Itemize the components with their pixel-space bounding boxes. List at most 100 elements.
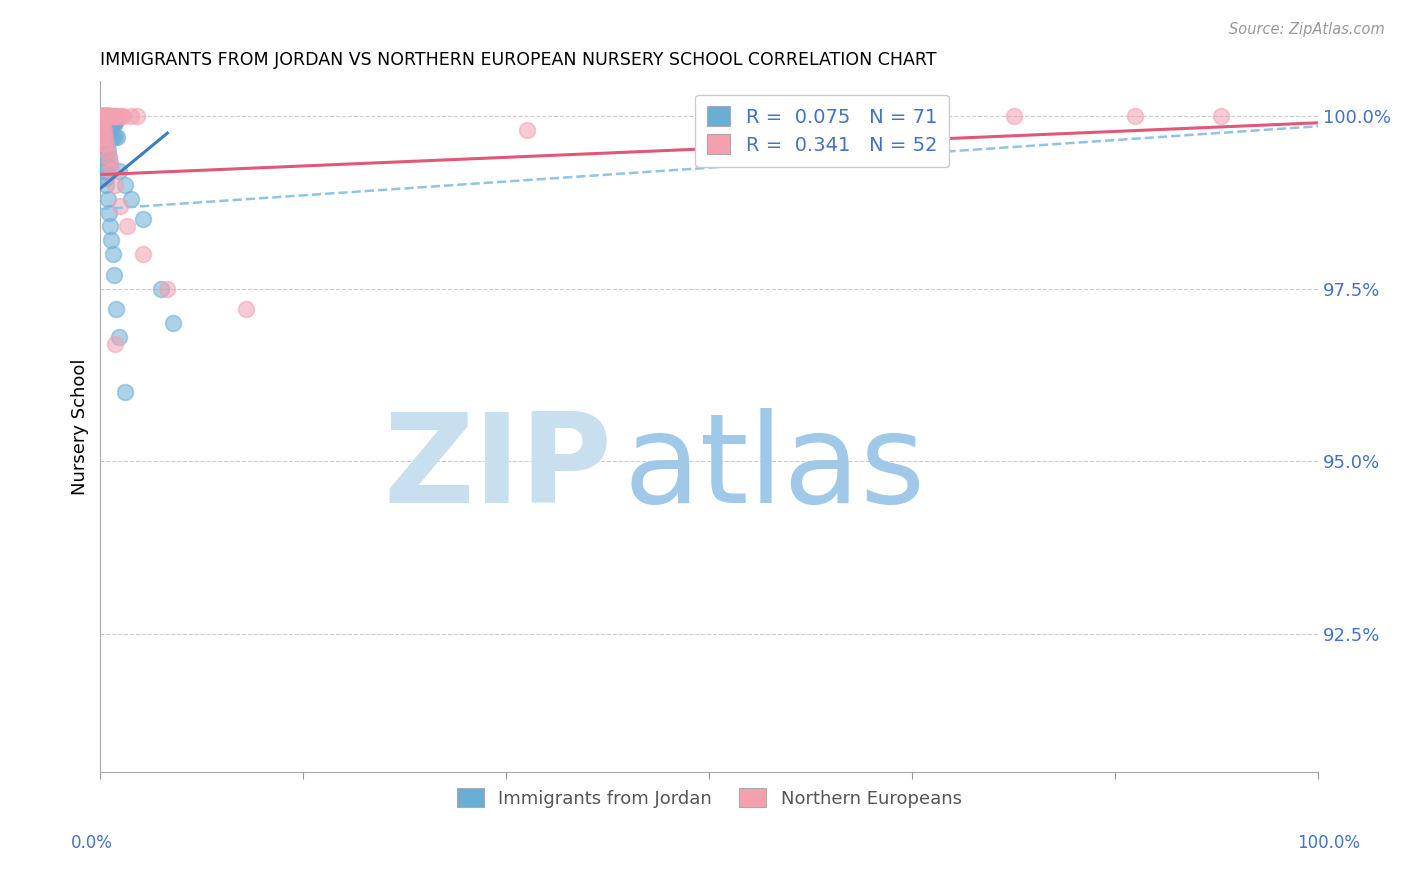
Point [120, 109, 142, 123]
Point [100, 129, 122, 144]
Point [98, 116, 121, 130]
Point [156, 282, 179, 296]
Point [1125, 109, 1147, 123]
Point [120, 192, 142, 206]
Point [94, 136, 117, 151]
Point [91, 109, 114, 123]
Point [90, 109, 112, 123]
Legend: Immigrants from Jordan, Northern Europeans: Immigrants from Jordan, Northern Europea… [450, 781, 969, 815]
Point [90, 109, 112, 123]
Point [90, 116, 112, 130]
Point [100, 233, 122, 247]
Point [91, 109, 114, 123]
Point [105, 109, 128, 123]
Point [94, 109, 117, 123]
Point [91, 122, 114, 136]
Point [1002, 109, 1025, 123]
Point [104, 336, 127, 351]
Point [93, 150, 115, 164]
Point [96, 171, 118, 186]
Point [91, 109, 114, 123]
Point [115, 219, 138, 234]
Point [90, 109, 112, 123]
Point [93, 109, 115, 123]
Point [94, 164, 117, 178]
Point [125, 109, 148, 123]
Point [93, 144, 115, 158]
Point [97, 205, 120, 219]
Point [97, 109, 120, 123]
Point [101, 109, 124, 123]
Point [96, 109, 118, 123]
Point [100, 116, 122, 130]
Point [91, 129, 114, 144]
Point [98, 219, 121, 234]
Point [98, 157, 121, 171]
Point [97, 109, 120, 123]
Point [103, 268, 125, 282]
Point [97, 144, 120, 158]
Point [94, 109, 117, 123]
Point [91, 129, 114, 144]
Point [98, 116, 121, 130]
Point [103, 116, 125, 130]
Point [93, 122, 115, 136]
Point [110, 109, 132, 123]
Point [91, 136, 114, 151]
Point [150, 282, 173, 296]
Point [90, 122, 112, 136]
Point [96, 144, 118, 158]
Point [93, 109, 115, 123]
Point [114, 178, 136, 192]
Point [90, 116, 112, 130]
Point [90, 129, 112, 144]
Point [104, 129, 127, 144]
Point [98, 109, 121, 123]
Point [97, 192, 120, 206]
Point [101, 116, 124, 130]
Point [96, 122, 118, 136]
Point [91, 109, 114, 123]
Point [93, 109, 115, 123]
Point [132, 247, 155, 261]
Point [107, 109, 129, 123]
Point [108, 199, 131, 213]
Point [90, 129, 112, 144]
Point [105, 302, 128, 317]
Point [97, 109, 120, 123]
Point [516, 122, 538, 136]
Point [97, 122, 120, 136]
Point [97, 109, 120, 123]
Point [114, 385, 136, 400]
Point [1209, 109, 1232, 123]
Text: Source: ZipAtlas.com: Source: ZipAtlas.com [1229, 22, 1385, 37]
Point [101, 116, 124, 130]
Point [100, 164, 122, 178]
Point [97, 150, 120, 164]
Text: atlas: atlas [624, 408, 927, 529]
Point [94, 109, 117, 123]
Point [91, 116, 114, 130]
Point [96, 178, 118, 192]
Point [880, 109, 903, 123]
Point [103, 116, 125, 130]
Point [90, 122, 112, 136]
Point [112, 109, 135, 123]
Point [96, 109, 118, 123]
Y-axis label: Nursery School: Nursery School [72, 359, 89, 495]
Point [91, 136, 114, 151]
Text: ZIP: ZIP [382, 408, 612, 529]
Point [105, 129, 128, 144]
Point [94, 109, 117, 123]
Point [235, 302, 257, 317]
Point [107, 164, 129, 178]
Point [94, 157, 117, 171]
Point [162, 316, 184, 330]
Point [93, 122, 115, 136]
Point [97, 109, 120, 123]
Point [90, 116, 112, 130]
Point [90, 109, 112, 123]
Point [97, 150, 120, 164]
Point [132, 212, 155, 227]
Point [104, 178, 127, 192]
